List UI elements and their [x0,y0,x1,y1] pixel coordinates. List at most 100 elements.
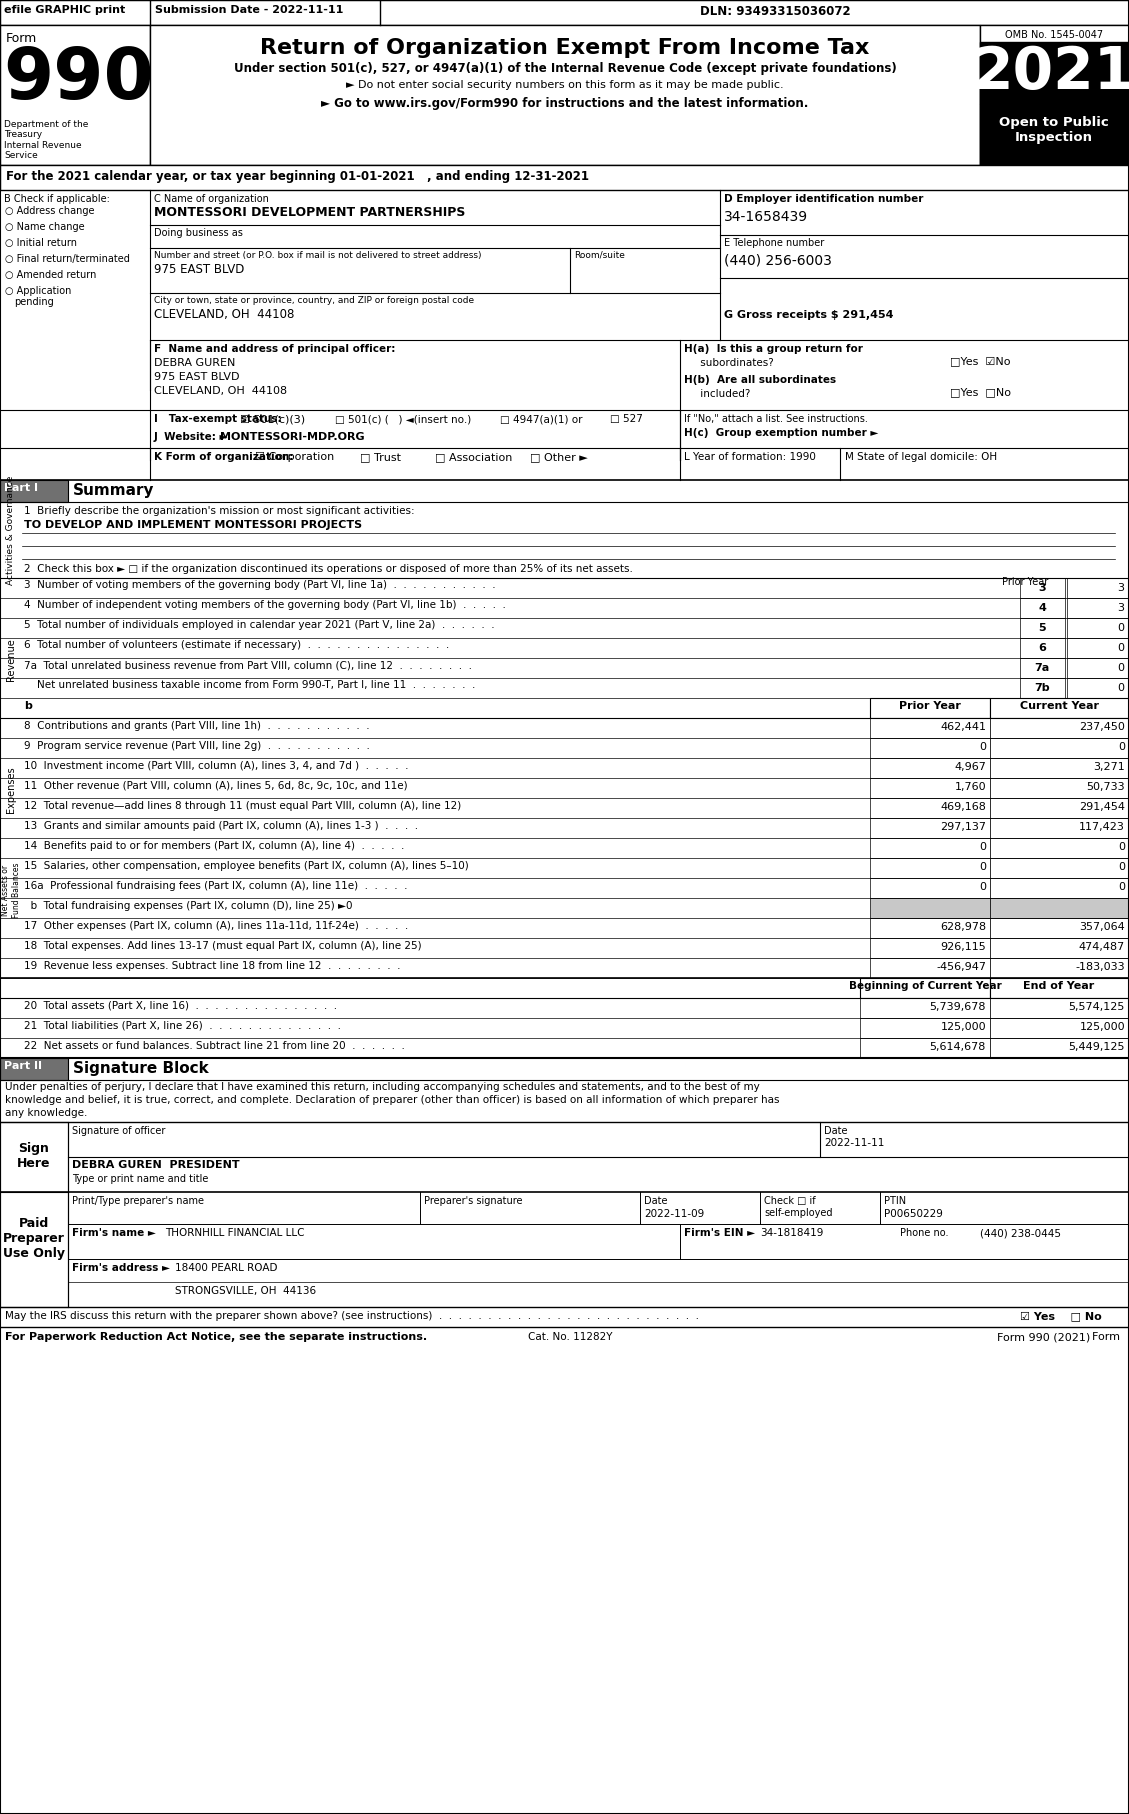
Text: H(b)  Are all subordinates: H(b) Are all subordinates [684,375,837,385]
Text: ► Do not enter social security numbers on this form as it may be made public.: ► Do not enter social security numbers o… [347,80,784,91]
Text: -183,033: -183,033 [1076,961,1124,972]
Text: ○ Address change: ○ Address change [5,207,95,216]
Bar [0,165,1129,190]
Text: ○ Final return/terminated: ○ Final return/terminated [5,254,130,265]
Text: 20  Total assets (Part X, line 16)  .  .  .  .  .  .  .  .  .  .  .  .  .  .  .: 20 Total assets (Part X, line 16) . . . … [24,1001,338,1010]
Text: 5,449,125: 5,449,125 [1068,1041,1124,1052]
Text: 6  Total number of volunteers (estimate if necessary)  .  .  .  .  .  .  .  .  .: 6 Total number of volunteers (estimate i… [24,640,449,649]
Text: 17  Other expenses (Part IX, column (A), lines 11a-11d, 11f-24e)  .  .  .  .  .: 17 Other expenses (Part IX, column (A), … [24,922,409,931]
Text: □ Association: □ Association [435,452,513,463]
Text: Form: Form [1093,1331,1124,1342]
Text: 13  Grants and similar amounts paid (Part IX, column (A), lines 1-3 )  .  .  .  : 13 Grants and similar amounts paid (Part… [24,822,418,831]
Bar [980,42,1129,103]
Bar [0,1123,68,1192]
Bar [0,481,68,502]
Bar [1019,579,1065,599]
Text: 0: 0 [1118,742,1124,753]
Text: 0: 0 [1118,882,1124,892]
Text: 16a  Professional fundraising fees (Part IX, column (A), line 11e)  .  .  .  .  : 16a Professional fundraising fees (Part … [24,882,408,891]
Text: 0: 0 [1117,622,1124,633]
Text: -456,947: -456,947 [936,961,986,972]
Bar [990,918,1129,938]
Text: Net unrelated business taxable income from Form 990-T, Part I, line 11  .  .  . : Net unrelated business taxable income fr… [24,680,475,689]
Text: CLEVELAND, OH  44108: CLEVELAND, OH 44108 [154,386,287,395]
Bar [990,978,1129,998]
Text: 5: 5 [1039,622,1045,633]
Text: ☑ 501(c)(3): ☑ 501(c)(3) [240,414,305,424]
Text: Part I: Part I [5,483,38,493]
Text: Date: Date [824,1126,848,1136]
Text: 357,064: 357,064 [1079,922,1124,932]
Text: Net Assets or
Fund Balances: Net Assets or Fund Balances [1,862,20,918]
Text: ○ Application: ○ Application [5,287,71,296]
Text: Current Year: Current Year [1019,700,1099,711]
Text: If "No," attach a list. See instructions.: If "No," attach a list. See instructions… [684,414,868,424]
Text: DEBRA GUREN  PRESIDENT: DEBRA GUREN PRESIDENT [72,1159,239,1170]
Text: 3: 3 [1117,582,1124,593]
Text: TO DEVELOP AND IMPLEMENT MONTESSORI PROJECTS: TO DEVELOP AND IMPLEMENT MONTESSORI PROJ… [24,521,362,530]
Text: 11  Other revenue (Part VIII, column (A), lines 5, 6d, 8c, 9c, 10c, and 11e): 11 Other revenue (Part VIII, column (A),… [24,782,408,791]
Text: For Paperwork Reduction Act Notice, see the separate instructions.: For Paperwork Reduction Act Notice, see … [5,1331,427,1342]
Text: M State of legal domicile: OH: M State of legal domicile: OH [844,452,997,463]
Text: 237,450: 237,450 [1079,722,1124,733]
Bar [0,1192,68,1308]
Text: b  Total fundraising expenses (Part IX, column (D), line 25) ►0: b Total fundraising expenses (Part IX, c… [24,902,352,911]
Bar [990,998,1129,1018]
Text: □Yes  ☑No: □Yes ☑No [949,356,1010,366]
Text: Under penalties of perjury, I declare that I have examined this return, includin: Under penalties of perjury, I declare th… [5,1081,760,1092]
Text: 3,271: 3,271 [1093,762,1124,773]
Bar [1067,579,1129,599]
Bar [990,818,1129,838]
Bar [990,1038,1129,1058]
Text: Type or print name and title: Type or print name and title [72,1174,209,1185]
Text: included?: included? [684,388,751,399]
Bar [990,778,1129,798]
Text: ○ Name change: ○ Name change [5,221,85,232]
Text: self-employed: self-employed [764,1208,832,1217]
Text: MONTESSORI-MDP.ORG: MONTESSORI-MDP.ORG [220,432,365,443]
Bar [990,798,1129,818]
Bar [990,958,1129,978]
Bar [990,858,1129,878]
Text: Revenue: Revenue [6,639,16,682]
Text: P00650229: P00650229 [884,1208,943,1219]
Text: 291,454: 291,454 [1079,802,1124,813]
Bar [1019,639,1065,658]
Bar [870,698,990,718]
Text: 2021: 2021 [973,44,1129,102]
Text: 1  Briefly describe the organization's mission or most significant activities:: 1 Briefly describe the organization's mi… [24,506,414,515]
Text: Room/suite: Room/suite [574,250,624,259]
Text: End of Year: End of Year [1023,981,1095,990]
Text: Part II: Part II [5,1061,42,1070]
Text: THORNHILL FINANCIAL LLC: THORNHILL FINANCIAL LLC [165,1228,305,1237]
Text: 0: 0 [1117,642,1124,653]
Bar [870,818,990,838]
Text: K Form of organization:: K Form of organization: [154,452,294,463]
Text: CLEVELAND, OH  44108: CLEVELAND, OH 44108 [154,308,295,321]
Text: May the IRS discuss this return with the preparer shown above? (see instructions: May the IRS discuss this return with the… [5,1312,699,1321]
Text: Activities & Governance: Activities & Governance [7,475,16,584]
Text: 2022-11-09: 2022-11-09 [644,1208,704,1219]
Text: Open to Public
Inspection: Open to Public Inspection [999,116,1109,143]
Text: 19  Revenue less expenses. Subtract line 18 from line 12  .  .  .  .  .  .  .  .: 19 Revenue less expenses. Subtract line … [24,961,401,970]
Bar [990,878,1129,898]
Text: pending: pending [14,297,54,307]
Text: 5,574,125: 5,574,125 [1069,1001,1124,1012]
Bar [870,898,990,918]
Text: 34-1658439: 34-1658439 [724,210,808,223]
Bar [1067,599,1129,619]
Text: 125,000: 125,000 [1079,1021,1124,1032]
Text: 990: 990 [3,45,154,114]
Text: 0: 0 [1118,842,1124,853]
Text: Doing business as: Doing business as [154,229,243,238]
Text: 9  Program service revenue (Part VIII, line 2g)  .  .  .  .  .  .  .  .  .  .  .: 9 Program service revenue (Part VIII, li… [24,740,370,751]
Text: Department of the
Treasury
Internal Revenue
Service: Department of the Treasury Internal Reve… [5,120,88,160]
Text: b: b [24,700,32,711]
Bar [990,838,1129,858]
Bar [860,998,990,1018]
Text: 2  Check this box ► □ if the organization discontinued its operations or dispose: 2 Check this box ► □ if the organization… [24,564,633,573]
Text: Firm's address ►: Firm's address ► [72,1263,170,1273]
Text: 7a  Total unrelated business revenue from Part VIII, column (C), line 12  .  .  : 7a Total unrelated business revenue from… [24,660,472,669]
Text: □ 501(c) (   ) ◄(insert no.): □ 501(c) ( ) ◄(insert no.) [335,414,471,424]
Bar [870,938,990,958]
